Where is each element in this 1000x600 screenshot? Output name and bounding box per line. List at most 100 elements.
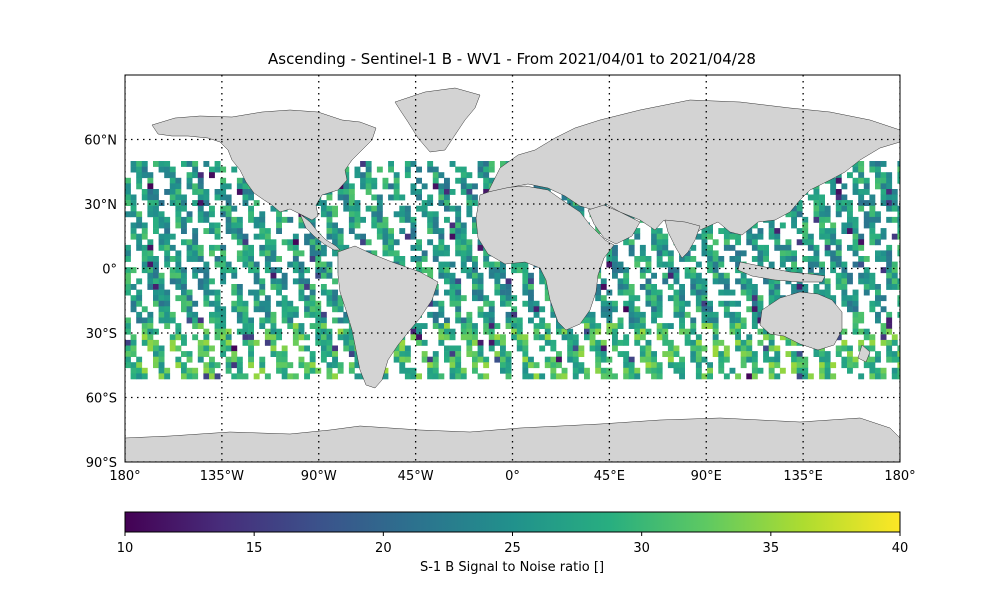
- snr-cell: [852, 295, 859, 302]
- snr-cell: [164, 373, 171, 380]
- snr-cell: [690, 267, 697, 274]
- snr-cell: [320, 356, 327, 363]
- snr-cell: [309, 362, 316, 369]
- snr-cell: [695, 356, 702, 363]
- snr-cell: [500, 362, 506, 369]
- snr-cell: [153, 200, 159, 206]
- snr-cell: [483, 183, 490, 190]
- snr-cell: [382, 222, 389, 229]
- snr-cell: [197, 267, 204, 274]
- snr-cell: [796, 362, 803, 369]
- snr-cell: [147, 328, 154, 335]
- snr-cell: [438, 233, 445, 240]
- snr-cell: [735, 328, 741, 335]
- snr-cell: [763, 356, 769, 363]
- snr-cell: [153, 289, 159, 296]
- snr-cell: [438, 306, 445, 313]
- snr-cell: [472, 356, 478, 363]
- snr-cell: [455, 284, 462, 290]
- snr-cell: [130, 295, 137, 302]
- snr-cell: [164, 261, 171, 268]
- snr-cell: [147, 261, 154, 268]
- snr-cell: [164, 216, 171, 223]
- snr-cell: [376, 205, 383, 212]
- snr-cell: [852, 311, 859, 318]
- snr-cell: [175, 345, 182, 352]
- snr-cell: [455, 216, 462, 223]
- snr-cell: [264, 244, 271, 251]
- snr-cell: [203, 334, 210, 341]
- snr-cell: [242, 334, 249, 341]
- snr-cell: [348, 345, 355, 352]
- snr-cell: [248, 261, 254, 268]
- snr-cell: [483, 166, 490, 173]
- snr-cell: [824, 373, 831, 380]
- snr-cell: [175, 177, 182, 184]
- snr-cell: [427, 272, 434, 279]
- snr-cell: [259, 244, 266, 251]
- snr-cell: [382, 177, 389, 184]
- snr-cell: [270, 345, 277, 352]
- snr-cell: [656, 300, 663, 307]
- snr-cell: [612, 306, 618, 313]
- snr-cell: [236, 189, 243, 195]
- snr-cell: [231, 356, 238, 363]
- snr-cell: [634, 373, 641, 380]
- snr-cell: [612, 244, 618, 251]
- snr-cell: [332, 228, 338, 234]
- snr-cell: [880, 194, 887, 201]
- snr-cell: [320, 272, 327, 279]
- snr-cell: [309, 289, 316, 296]
- snr-cell: [153, 362, 159, 369]
- snr-cell: [522, 367, 529, 374]
- snr-cell: [231, 300, 238, 307]
- snr-cell: [897, 172, 900, 179]
- snr-cell: [449, 272, 456, 279]
- snr-cell: [354, 356, 361, 363]
- snr-cell: [153, 272, 159, 279]
- snr-cell: [287, 261, 294, 268]
- snr-cell: [158, 356, 165, 363]
- snr-cell: [220, 256, 227, 262]
- snr-cell: [768, 367, 775, 374]
- snr-cell: [701, 295, 708, 302]
- snr-cell: [264, 306, 271, 313]
- snr-cell: [824, 356, 831, 363]
- snr-cell: [774, 239, 781, 246]
- snr-cell: [751, 306, 758, 313]
- snr-cell: [253, 267, 260, 274]
- longitude-label: 0°: [505, 469, 520, 484]
- snr-cell: [192, 272, 199, 279]
- snr-cell: [388, 183, 394, 190]
- snr-cell: [320, 284, 327, 290]
- snr-cell: [231, 228, 238, 234]
- snr-cell: [768, 356, 775, 363]
- snr-cell: [544, 334, 551, 341]
- snr-cell: [606, 311, 613, 318]
- longitude-tick-labels: 180° 135°W 90°W 45°W 0° 45°E 90°E 135°E 180°: [109, 469, 915, 484]
- snr-cell: [147, 256, 154, 262]
- snr-cell: [819, 222, 825, 229]
- snr-cell: [494, 267, 501, 274]
- snr-cell: [875, 367, 881, 374]
- snr-cell: [550, 311, 557, 318]
- snr-cell: [667, 256, 674, 262]
- snr-cell: [376, 233, 383, 240]
- snr-cell: [203, 200, 210, 206]
- snr-cell: [209, 250, 215, 257]
- snr-cell: [444, 261, 450, 268]
- snr-cell: [393, 189, 400, 195]
- snr-cell: [796, 211, 803, 218]
- snr-cell: [595, 345, 602, 352]
- snr-cell: [500, 339, 506, 346]
- snr-cell: [774, 295, 781, 302]
- snr-cell: [472, 272, 478, 279]
- snr-cell: [472, 228, 478, 234]
- snr-cell: [214, 317, 221, 324]
- snr-cell: [634, 295, 641, 302]
- snr-cell: [897, 222, 900, 229]
- snr-cell: [584, 317, 590, 324]
- snr-cell: [886, 272, 893, 279]
- snr-cell: [147, 189, 154, 195]
- latitude-label: 90°S: [86, 456, 117, 471]
